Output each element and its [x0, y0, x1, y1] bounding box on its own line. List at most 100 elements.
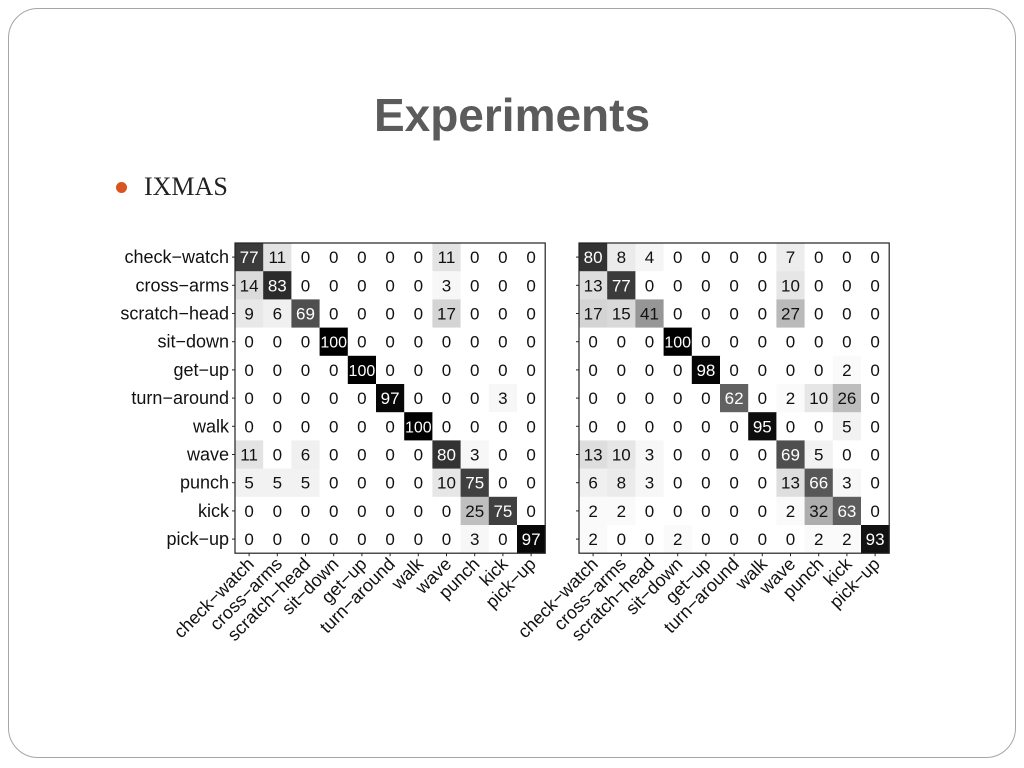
- cell-value-label: 0: [870, 361, 879, 380]
- matrix-cell: [432, 299, 461, 328]
- cell-value-label: 0: [758, 248, 767, 267]
- cell-value-label: 0: [470, 276, 479, 295]
- matrix-cell: [460, 496, 490, 526]
- matrix-cell: [832, 440, 862, 469]
- cell-value-label: 15: [612, 305, 631, 324]
- cell-value-label: 0: [301, 389, 310, 408]
- matrix-cell: [460, 299, 490, 328]
- matrix-cell: [607, 412, 636, 441]
- matrix-cell: [263, 299, 292, 328]
- cell-value-label: 0: [758, 333, 767, 352]
- matrix-cell: [804, 384, 834, 413]
- matrix-cell: [607, 355, 636, 385]
- cell-value-label: 0: [870, 446, 879, 465]
- matrix-cell: [776, 299, 805, 328]
- cell-value-label: 10: [437, 474, 456, 493]
- matrix-cell: [663, 271, 693, 300]
- matrix-cell: [319, 327, 349, 357]
- cell-value-label: 0: [729, 446, 738, 465]
- matrix-cell: [691, 468, 721, 498]
- matrix-cell: [663, 468, 693, 498]
- matrix-cell: [347, 327, 377, 357]
- matrix-cell: [861, 327, 890, 357]
- cell-value-label: 0: [442, 361, 451, 380]
- matrix-cell: [376, 327, 405, 357]
- cell-value-label: 0: [329, 305, 338, 324]
- cell-value-label: 13: [781, 474, 800, 493]
- matrix-cell: [663, 440, 693, 469]
- cell-value-label: 17: [584, 305, 603, 324]
- cell-value-label: 0: [301, 333, 310, 352]
- matrix-cell: [720, 299, 749, 328]
- matrix-cell: [720, 327, 749, 357]
- matrix-cell: [861, 299, 890, 328]
- cell-value-label: 0: [470, 417, 479, 436]
- cell-value-label: 5: [301, 474, 310, 493]
- matrix-cell: [432, 525, 461, 554]
- matrix-cell: [748, 327, 777, 357]
- cell-value-label: 0: [273, 446, 282, 465]
- cell-value-label: 100: [320, 335, 347, 352]
- matrix-cell: [488, 468, 518, 498]
- matrix-cell: [804, 525, 834, 554]
- cell-value-label: 0: [244, 333, 253, 352]
- cell-value-label: 0: [870, 248, 879, 267]
- cell-value-label: 25: [465, 502, 484, 521]
- cell-value-label: 0: [814, 305, 823, 324]
- matrix-cell: [691, 299, 721, 328]
- matrix-cell: [861, 271, 890, 300]
- matrix-cell: [691, 440, 721, 469]
- cell-value-label: 0: [701, 276, 710, 295]
- matrix-cell: [748, 525, 777, 554]
- matrix-cell: [832, 271, 862, 300]
- matrix-cell: [861, 496, 890, 526]
- cell-value-label: 0: [645, 276, 654, 295]
- matrix-cell: [861, 384, 890, 413]
- matrix-cell: [347, 412, 377, 441]
- matrix-cell: [319, 525, 349, 554]
- cell-value-label: 0: [729, 361, 738, 380]
- matrix-cell: [517, 243, 546, 272]
- matrix-cell: [720, 412, 749, 441]
- matrix-cell: [720, 468, 749, 498]
- matrix-cell: [663, 384, 693, 413]
- matrix-cell: [488, 384, 518, 413]
- cell-value-label: 0: [273, 417, 282, 436]
- row-label: pick−up: [166, 529, 229, 549]
- cell-value-label: 0: [442, 417, 451, 436]
- matrix-cell: [579, 327, 608, 357]
- matrix-cell: [517, 299, 546, 328]
- matrix-cell: [235, 243, 264, 272]
- matrix-cell: [804, 355, 834, 385]
- matrix-cell: [804, 299, 834, 328]
- cell-value-label: 97: [381, 389, 400, 408]
- matrix-cell: [720, 384, 749, 413]
- cell-value-label: 0: [385, 474, 394, 493]
- cell-value-label: 0: [442, 530, 451, 549]
- cell-value-label: 0: [273, 333, 282, 352]
- cell-value-label: 2: [588, 530, 597, 549]
- cell-value-label: 0: [470, 333, 479, 352]
- cell-value-label: 0: [329, 446, 338, 465]
- cell-value-label: 0: [357, 446, 366, 465]
- matrix-cell: [691, 496, 721, 526]
- matrix-cell: [347, 496, 377, 526]
- cell-value-label: 0: [842, 248, 851, 267]
- cell-value-label: 0: [273, 361, 282, 380]
- matrix-cell: [460, 384, 490, 413]
- cell-value-label: 0: [414, 361, 423, 380]
- cell-value-label: 6: [588, 474, 597, 493]
- matrix-cell: [776, 384, 805, 413]
- cell-value-label: 0: [673, 417, 682, 436]
- cell-value-label: 0: [617, 389, 626, 408]
- matrix-cell: [663, 412, 693, 441]
- matrix-cell: [663, 525, 693, 554]
- cell-value-label: 80: [584, 248, 603, 267]
- cell-value-label: 0: [870, 276, 879, 295]
- matrix-cell: [235, 496, 264, 526]
- matrix-cell: [804, 468, 834, 498]
- cell-value-label: 0: [588, 361, 597, 380]
- cell-value-label: 0: [814, 417, 823, 436]
- matrix-cell: [404, 525, 433, 554]
- matrix-cell: [235, 468, 264, 498]
